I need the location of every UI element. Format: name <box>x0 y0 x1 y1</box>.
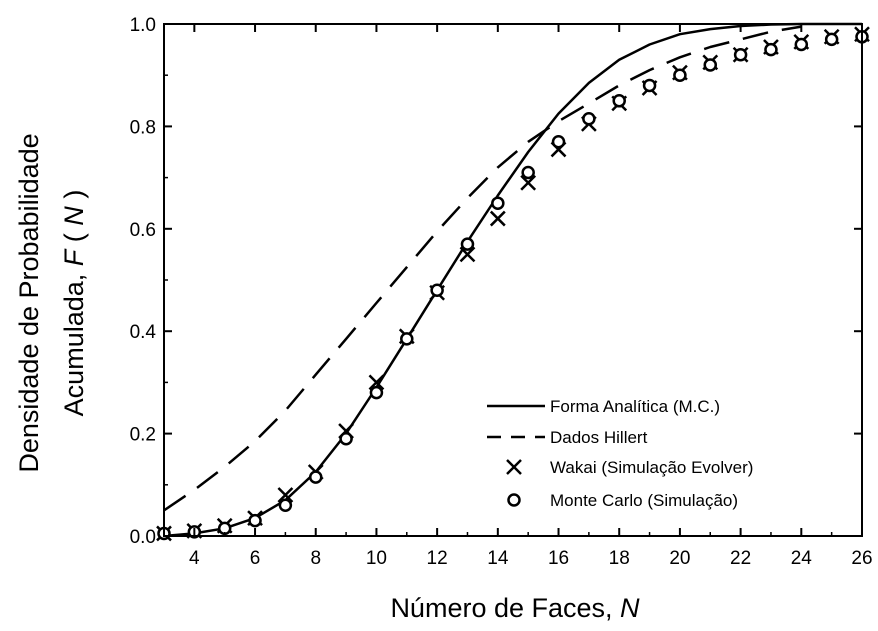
axes-layer <box>163 23 863 537</box>
y-tick-label: 1.0 <box>130 15 156 36</box>
y-tick-label: 0.6 <box>130 220 156 241</box>
legend-label: Forma Analítica (M.C.) <box>550 397 720 416</box>
y-tick-label: 0.2 <box>130 425 156 446</box>
x-tick-label: 26 <box>851 548 872 569</box>
y-axis-title-text: Acumulada, <box>59 274 89 417</box>
x-tick-label: 16 <box>548 548 569 569</box>
data-point <box>491 196 505 210</box>
data-point <box>582 111 596 126</box>
y-axis-var-arg: N <box>59 206 89 226</box>
legend-item: Monte Carlo (Simulação) <box>507 491 738 510</box>
data-point <box>277 487 294 503</box>
plot-frame <box>163 23 863 537</box>
series-1 <box>163 25 802 512</box>
series-3 <box>157 30 869 541</box>
data-point <box>368 374 385 391</box>
series-line <box>163 25 802 512</box>
x-marker-stroke <box>506 459 522 475</box>
x-marker-stroke <box>368 374 385 391</box>
data-point <box>489 210 506 227</box>
data-point <box>507 493 521 507</box>
x-axis-title-text: Número de Faces, <box>390 593 612 623</box>
x-tick-label: 18 <box>609 548 630 569</box>
series-2 <box>156 26 870 542</box>
x-tick-label: 8 <box>310 548 321 569</box>
data-point <box>278 498 293 513</box>
data-point <box>824 32 839 47</box>
data-point <box>642 78 657 93</box>
x-tick-label: 24 <box>791 548 813 569</box>
data-point <box>248 513 262 528</box>
x-tick-label: 22 <box>730 548 751 569</box>
x-tick-label: 4 <box>189 548 200 569</box>
y-axis-title-line1: Densidade de Probabilidade <box>14 133 44 472</box>
x-tick-label: 14 <box>487 548 509 569</box>
legend-item: Forma Analítica (M.C.) <box>487 397 720 416</box>
data-point <box>400 332 414 346</box>
data-point <box>369 385 384 400</box>
series-layer <box>156 22 870 542</box>
data-point <box>308 470 323 484</box>
legend-label: Wakai (Simulação Evolver) <box>550 458 753 477</box>
series-0 <box>163 22 862 538</box>
legend-label: Monte Carlo (Simulação) <box>550 491 738 510</box>
data-point <box>506 459 522 475</box>
data-point <box>521 165 535 180</box>
x-marker-stroke <box>277 487 294 503</box>
y-tick-label: 0.4 <box>130 322 157 343</box>
x-axis-title: Número de Faces, N <box>390 593 640 623</box>
data-point <box>612 94 626 108</box>
x-tick-label: 6 <box>250 548 261 569</box>
data-point <box>733 47 748 62</box>
data-point <box>459 246 476 263</box>
x-tick-label: 20 <box>669 548 690 569</box>
legend: Forma Analítica (M.C.) Dados Hillert Wakai… <box>487 397 753 510</box>
x-tick-label: 12 <box>427 548 448 569</box>
data-point <box>794 37 809 52</box>
tick-labels: 4 6 8 10 12 14 16 18 20 22 24 26 0.0 0.2 0.4 0.6 0.8 1.0 <box>130 15 873 569</box>
y-axis-var: F <box>59 248 89 266</box>
data-point <box>520 174 537 191</box>
data-point <box>460 237 475 251</box>
data-point <box>673 68 687 82</box>
y-axis-title-line2: Acumulada, F ( N ) <box>59 190 89 417</box>
legend-item: Dados Hillert <box>487 428 648 447</box>
legend-item: Wakai (Simulação Evolver) <box>506 458 753 477</box>
x-axis-var: N <box>620 593 640 623</box>
data-point <box>430 283 444 297</box>
data-point <box>339 431 353 446</box>
x-tick-label: 10 <box>366 548 387 569</box>
legend-label: Dados Hillert <box>550 428 648 447</box>
y-tick-label: 0.8 <box>130 117 156 138</box>
data-point <box>764 42 778 57</box>
x-marker-stroke <box>459 246 476 263</box>
x-marker-stroke <box>489 210 506 227</box>
data-point <box>703 58 718 72</box>
series-line <box>163 22 862 538</box>
y-tick-label: 0.0 <box>130 527 156 548</box>
x-marker-stroke <box>520 174 537 191</box>
data-point <box>551 135 566 149</box>
